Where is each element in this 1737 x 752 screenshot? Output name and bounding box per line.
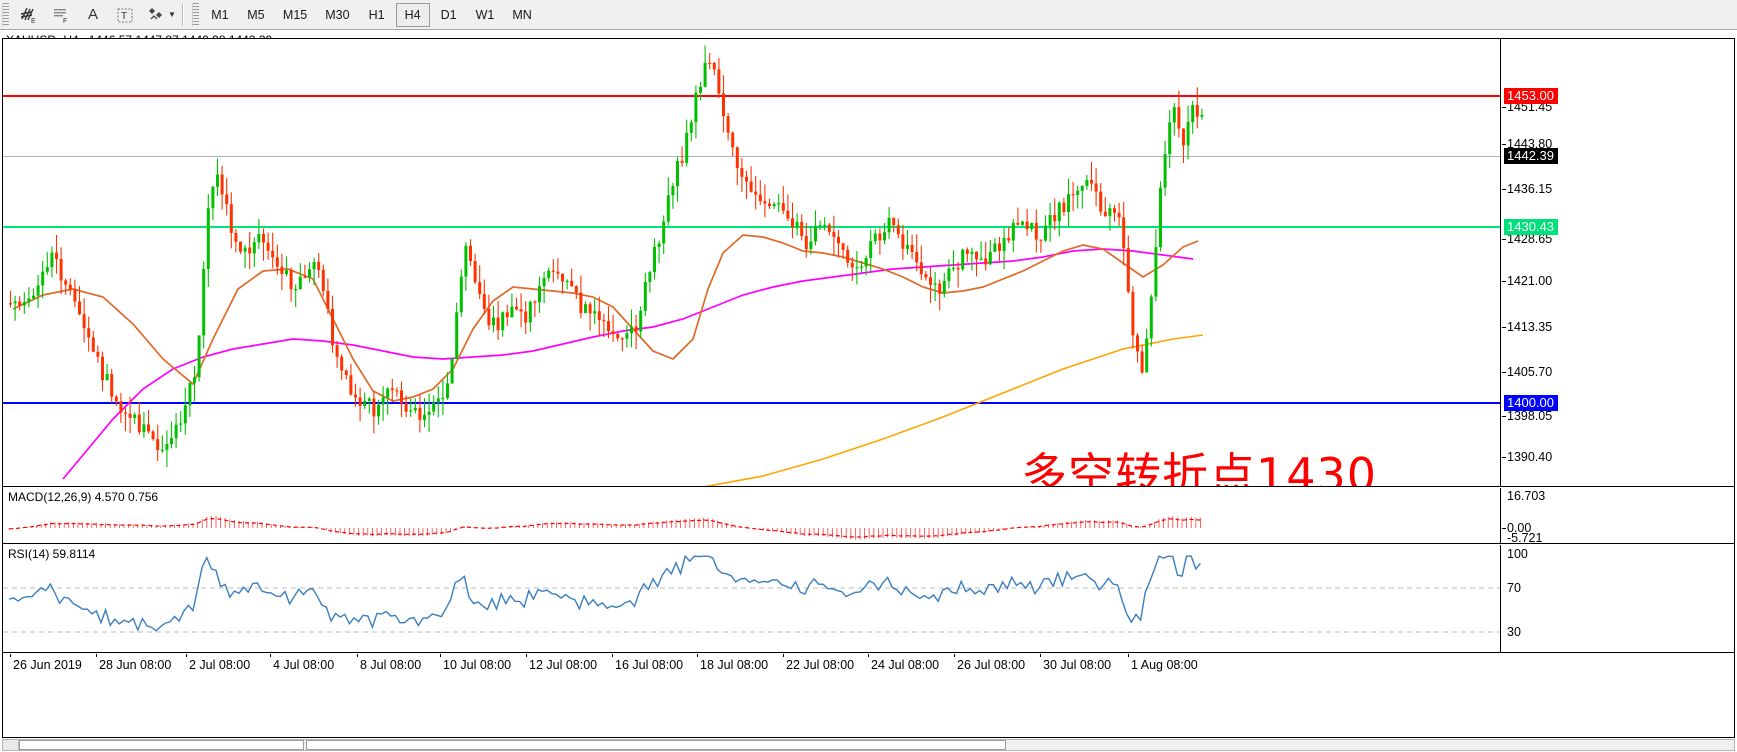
price-tick: 1428.65 xyxy=(1501,232,1553,246)
macd-tick: 0.00 xyxy=(1501,521,1532,535)
horizontal-scrollbar[interactable] xyxy=(2,739,1735,751)
svg-text:E: E xyxy=(31,18,36,25)
time-axis-label: 26 Jul 08:00 xyxy=(953,654,1026,672)
time-axis-label: 30 Jul 08:00 xyxy=(1039,654,1112,672)
resistance-price-tag: 1453.00 xyxy=(1504,88,1558,104)
text-label-icon[interactable]: A xyxy=(87,6,98,23)
timeframe-m15[interactable]: M15 xyxy=(282,7,308,22)
rsi-tick: 70 xyxy=(1507,581,1521,595)
resistance-line xyxy=(3,95,1500,97)
svg-text:T: T xyxy=(121,11,127,22)
price-plot[interactable]: 多空转折点1430 xyxy=(3,39,1501,486)
scroll-thumb-left[interactable] xyxy=(19,740,304,750)
time-axis-corner xyxy=(1502,654,1734,737)
rsi-plot[interactable] xyxy=(3,545,1501,652)
timeframe-mn[interactable]: MN xyxy=(512,7,532,22)
price-pane[interactable]: 多空转折点1430 1451.45 1443.80 1436.15 1428.6… xyxy=(3,39,1734,487)
price-tick: 1413.35 xyxy=(1501,320,1553,334)
last-price-tag: 1442.39 xyxy=(1504,148,1558,164)
rsi-tick: 30 xyxy=(1507,625,1521,639)
toolbar-separator xyxy=(181,3,184,26)
templates-icon[interactable]: F xyxy=(46,2,76,28)
macd-tick: 16.703 xyxy=(1507,489,1546,503)
toolbar-grip[interactable] xyxy=(2,2,9,27)
support-price-tag: 1400.00 xyxy=(1504,395,1558,411)
price-tick: 1436.15 xyxy=(1501,182,1553,196)
time-axis-pane: 26 Jun 2019 28 Jun 08:00 2 Jul 08:00 4 Jul … xyxy=(3,654,1734,737)
macd-tick: -5.721 xyxy=(1507,531,1543,544)
timeframe-grip[interactable] xyxy=(191,2,199,27)
macd-series-layer xyxy=(8,515,1201,540)
main-toolbar: E F A T xyxy=(0,0,1737,30)
timeframe-w1[interactable]: W1 xyxy=(475,7,495,22)
price-tick: 1421.00 xyxy=(1501,274,1553,288)
rsi-axis[interactable]: 100 70 30 xyxy=(1502,545,1734,652)
macd-axis[interactable]: 16.703 0.00 -5.721 xyxy=(1501,488,1734,544)
scroll-thumb-main[interactable] xyxy=(306,740,1006,750)
time-axis-label: 16 Jul 08:00 xyxy=(611,654,684,672)
last-price-line xyxy=(3,156,1500,157)
rsi-label: RSI(14) 59.8114 xyxy=(8,547,96,561)
indicators-icon[interactable]: E xyxy=(14,2,44,28)
text-box-icon[interactable]: T xyxy=(110,2,140,28)
objects-icon[interactable] xyxy=(142,2,172,28)
time-axis-label: 10 Jul 08:00 xyxy=(439,654,512,672)
annotation-text: 多空转折点1430 xyxy=(1021,448,1378,486)
rsi-series-layer xyxy=(3,554,1500,633)
support-line xyxy=(3,402,1500,404)
timeframe-d1[interactable]: D1 xyxy=(440,7,457,22)
timeframe-m5[interactable]: M5 xyxy=(247,7,265,22)
macd-label: MACD(12,26,9) 4.570 0.756 xyxy=(8,490,159,504)
rsi-pane[interactable]: RSI(14) 59.8114 100 70 30 xyxy=(3,545,1734,653)
timeframe-m30[interactable]: M30 xyxy=(325,7,350,22)
time-axis-label: 1 Aug 08:00 xyxy=(1128,654,1198,672)
scroll-left-button[interactable] xyxy=(3,740,19,750)
time-axis: 26 Jun 2019 28 Jun 08:00 2 Jul 08:00 4 Jul … xyxy=(3,654,1501,737)
pivot-line xyxy=(3,226,1500,228)
objects-dropdown-caret[interactable]: ▼ xyxy=(168,10,176,19)
price-tick: 1398.05 xyxy=(1501,409,1553,423)
ma-orange-line xyxy=(12,234,1199,402)
time-axis-label: 4 Jul 08:00 xyxy=(269,654,335,672)
time-axis-label: 28 Jun 08:00 xyxy=(95,654,172,672)
time-axis-label: 12 Jul 08:00 xyxy=(525,654,598,672)
svg-text:F: F xyxy=(63,18,67,25)
macd-pane[interactable]: MACD(12,26,9) 4.570 0.756 16.703 0.00 -5… xyxy=(3,488,1734,544)
chart-container[interactable]: 多空转折点1430 1451.45 1443.80 1436.15 1428.6… xyxy=(2,38,1735,738)
timeframe-h4[interactable]: H4 xyxy=(395,2,430,27)
time-axis-label: 26 Jun 2019 xyxy=(10,654,82,672)
price-axis[interactable]: 1451.45 1443.80 1436.15 1428.65 1421.00 … xyxy=(1501,39,1734,486)
price-tick: 1405.70 xyxy=(1501,365,1553,379)
time-axis-label: 8 Jul 08:00 xyxy=(356,654,422,672)
rsi-tick: 100 xyxy=(1507,547,1528,561)
price-tick: 1390.40 xyxy=(1501,450,1553,464)
pivot-price-tag: 1430.43 xyxy=(1504,219,1558,235)
time-axis-label: 22 Jul 08:00 xyxy=(782,654,855,672)
time-axis-label: 24 Jul 08:00 xyxy=(867,654,940,672)
timeframe-h1[interactable]: H1 xyxy=(368,7,385,22)
candlestick-layer xyxy=(9,45,1204,468)
timeframe-m1[interactable]: M1 xyxy=(211,7,229,22)
time-axis-label: 2 Jul 08:00 xyxy=(185,654,251,672)
price-tick: 1443.80 xyxy=(1501,137,1553,151)
time-axis-label: 18 Jul 08:00 xyxy=(696,654,769,672)
macd-plot[interactable] xyxy=(3,488,1501,543)
ma-magenta-line xyxy=(62,248,1194,480)
